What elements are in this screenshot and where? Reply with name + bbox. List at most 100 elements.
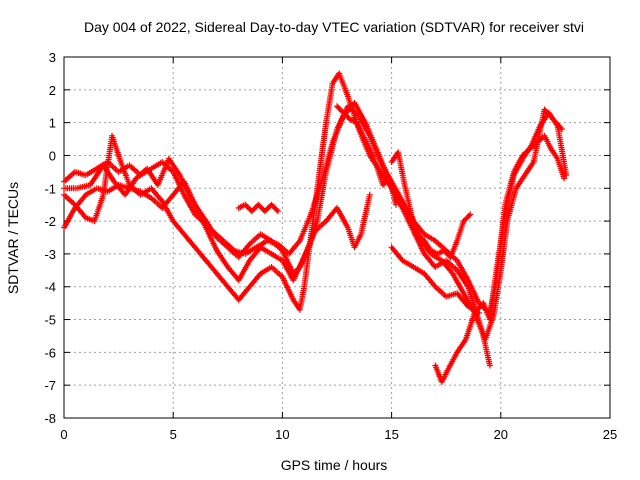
data-point: [270, 253, 273, 255]
series-track-8: [388, 149, 474, 261]
data-point: [469, 213, 472, 216]
data-point: [401, 259, 404, 262]
data-point: [495, 269, 498, 272]
y-axis-label: SDTVAR / TECUs: [5, 182, 21, 294]
data-point: [299, 308, 301, 311]
data-point: [548, 112, 550, 114]
data-point: [320, 180, 323, 183]
data-point: [292, 279, 295, 282]
series-track-1: [61, 70, 493, 369]
data-point: [353, 246, 356, 249]
data-point: [111, 135, 113, 137]
data-point: [325, 220, 327, 222]
data-point: [310, 213, 312, 216]
data-point: [456, 259, 458, 262]
data-point: [347, 95, 349, 98]
y-tick-label: 2: [49, 83, 56, 98]
grid-lines: [64, 57, 610, 418]
data-point: [314, 230, 317, 232]
data-point: [456, 269, 458, 272]
data-point: [96, 187, 98, 190]
data-point: [336, 105, 338, 107]
data-point: [257, 203, 260, 206]
series-markers: [61, 70, 493, 369]
x-tick-label: 25: [603, 427, 617, 442]
data-point: [500, 269, 502, 272]
data-point: [434, 285, 437, 288]
data-point: [63, 187, 65, 190]
data-point: [96, 167, 98, 170]
y-tick-label: -4: [44, 280, 56, 295]
data-point: [355, 121, 358, 124]
data-point: [456, 240, 458, 242]
data-point: [299, 240, 301, 242]
data-point: [183, 194, 185, 196]
data-point: [139, 190, 142, 193]
data-point: [434, 240, 437, 242]
data-point: [102, 194, 105, 196]
data-point: [172, 220, 174, 222]
data-point: [347, 226, 349, 229]
data-point: [255, 246, 257, 249]
data-point: [117, 171, 120, 173]
data-point: [493, 312, 496, 314]
data-point: [63, 226, 65, 229]
data-point: [443, 249, 445, 252]
data-point: [150, 167, 153, 170]
data-point: [288, 253, 290, 255]
data-point: [397, 151, 400, 153]
data-point: [436, 253, 439, 255]
data-point: [63, 194, 65, 196]
data-point: [85, 174, 87, 176]
x-tick-label: 15: [384, 427, 398, 442]
y-tick-label: 0: [49, 148, 56, 163]
data-point: [565, 174, 568, 176]
data-point: [364, 121, 367, 124]
data-point: [382, 184, 384, 186]
data-point: [194, 246, 196, 249]
data-point: [456, 292, 458, 295]
data-point: [563, 177, 565, 180]
data-point: [93, 220, 96, 222]
data-point: [248, 259, 251, 262]
y-tick-label: 3: [49, 50, 56, 65]
data-point: [489, 364, 491, 367]
data-point: [161, 200, 164, 203]
data-point: [102, 164, 105, 167]
data-point: [128, 164, 131, 167]
y-axis-ticks: -8 -7 -6 -5 -4 -3 -2 -1 0 1 2 3: [44, 50, 610, 426]
data-point: [338, 72, 341, 75]
data-point: [447, 368, 450, 370]
series-track-7: [235, 201, 281, 215]
data-point: [524, 174, 526, 176]
data-point: [331, 141, 334, 144]
data-point: [161, 207, 164, 209]
y-tick-label: -7: [44, 378, 56, 393]
data-point: [325, 121, 327, 124]
x-tick-label: 10: [275, 427, 289, 442]
data-point: [120, 161, 122, 163]
data-point: [347, 105, 349, 107]
data-point: [216, 249, 218, 252]
data-point: [408, 217, 410, 219]
data-point: [489, 318, 491, 321]
data-point: [189, 197, 192, 199]
data-marks: [61, 70, 570, 385]
data-point: [200, 213, 203, 216]
data-point: [303, 256, 306, 259]
data-point: [74, 171, 76, 173]
y-tick-label: -6: [44, 345, 56, 360]
data-point: [172, 171, 174, 173]
data-point: [375, 164, 378, 167]
data-point: [244, 203, 247, 206]
data-point: [423, 240, 426, 242]
data-point: [74, 207, 76, 209]
x-tick-label: 20: [494, 427, 508, 442]
data-point: [277, 243, 279, 245]
data-point: [386, 174, 389, 176]
series-track-4: [61, 99, 565, 343]
data-point: [270, 266, 273, 268]
series-markers: [61, 178, 373, 284]
data-point: [248, 243, 251, 245]
data-point: [561, 128, 563, 130]
